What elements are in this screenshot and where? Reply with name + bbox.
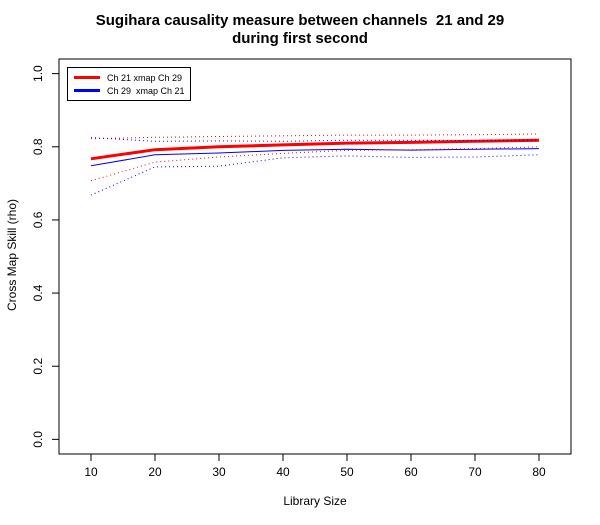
x-tick-label: 10 xyxy=(84,465,98,479)
x-tick-label: 50 xyxy=(340,465,354,479)
legend: Ch 21 xmap Ch 29 Ch 29 xmap Ch 21 xyxy=(67,67,191,101)
legend-label: Ch 29 xmap Ch 21 xyxy=(107,85,185,96)
y-tick-label: 0.2 xyxy=(31,358,45,375)
confidence-band-line xyxy=(90,154,540,196)
chart-title-line-1: Sugihara causality measure between chann… xyxy=(95,12,505,29)
legend-label: Ch 21 xmap Ch 29 xyxy=(107,72,183,83)
y-tick-label: 0.6 xyxy=(31,211,45,228)
y-axis: 0.0 0.2 0.4 0.6 0.8 1.0 xyxy=(31,65,60,448)
x-axis-label: Library Size xyxy=(283,494,347,508)
x-tick-label: 40 xyxy=(276,465,290,479)
legend-swatch-red xyxy=(74,76,100,79)
series-group xyxy=(90,133,540,196)
y-tick-label: 0.4 xyxy=(31,284,45,301)
x-tick-label: 70 xyxy=(468,465,482,479)
plot-frame xyxy=(58,58,572,455)
confidence-band-line xyxy=(90,137,540,142)
confidence-band-line xyxy=(90,133,540,140)
legend-swatch-blue xyxy=(74,89,100,92)
x-tick-label: 30 xyxy=(212,465,226,479)
x-tick-label: 60 xyxy=(404,465,418,479)
chart-title-line-2: during first second xyxy=(232,30,368,47)
legend-entry-ch29: Ch 29 xmap Ch 21 xyxy=(74,84,185,97)
y-axis-label: Cross Map Skill (rho) xyxy=(5,198,19,312)
y-tick-label: 1.0 xyxy=(31,65,45,82)
confidence-band-line xyxy=(90,146,540,182)
x-tick-label: 80 xyxy=(532,465,546,479)
y-tick-label: 0.8 xyxy=(31,138,45,155)
series-line xyxy=(90,138,540,161)
x-axis: 10 20 30 40 50 60 70 80 xyxy=(84,453,546,479)
series-line xyxy=(90,148,540,167)
y-tick-label: 0.0 xyxy=(31,431,45,448)
x-tick-label: 20 xyxy=(148,465,162,479)
legend-entry-ch21: Ch 21 xmap Ch 29 xyxy=(74,71,182,84)
